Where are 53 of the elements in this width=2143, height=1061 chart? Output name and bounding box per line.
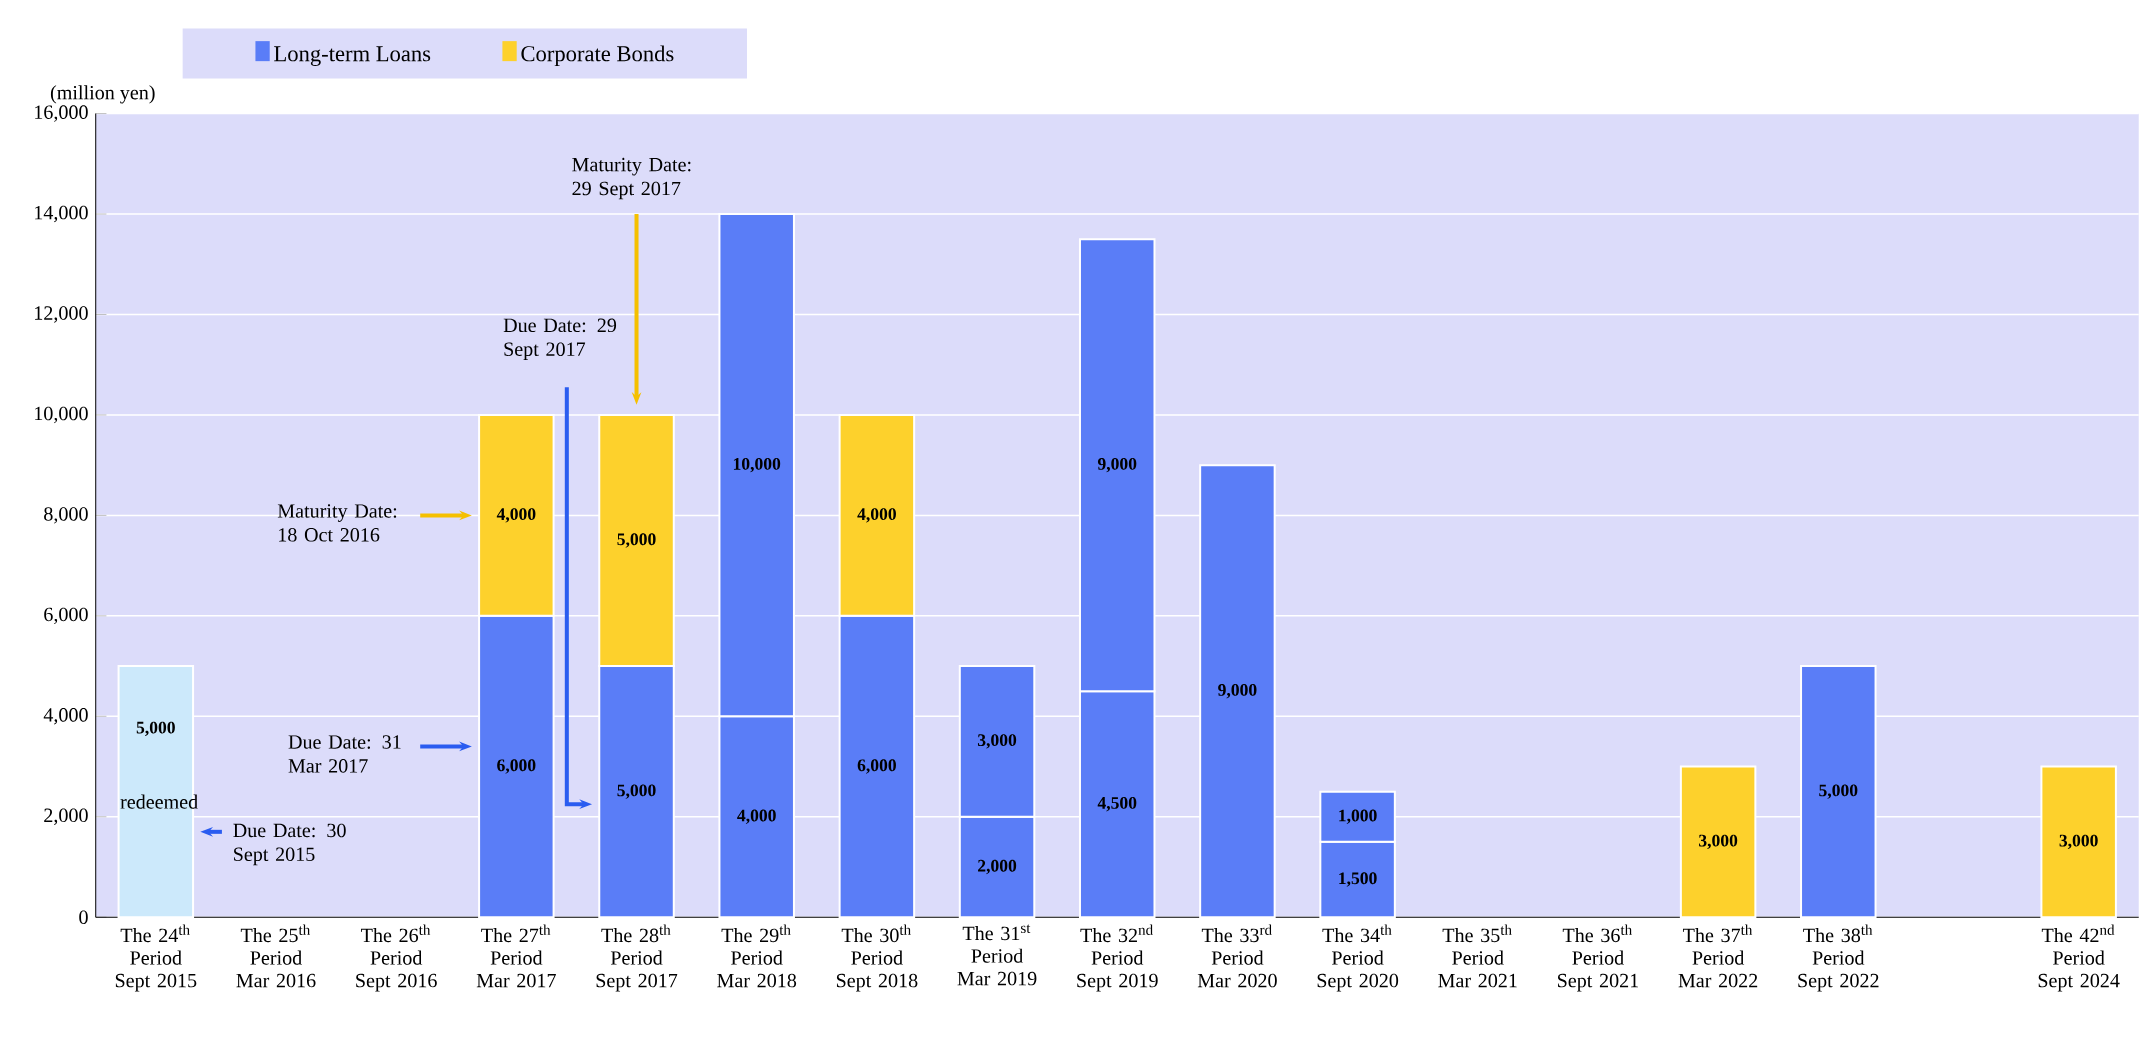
data-label: 4,000: [496, 508, 536, 523]
data-label: 4,000: [857, 508, 896, 523]
y-tick-label: 16,000: [35, 105, 88, 122]
x-tick-label: The 32$^{nd}$ Period Sept 2019: [1077, 924, 1158, 992]
y-tick-label: 6,000: [44, 607, 88, 625]
data-label: 1,000: [1339, 809, 1377, 825]
x-tick-label: The 34$^{th}$ Period Sept 2020: [1317, 924, 1399, 992]
legend-label: Long-term Loans: [274, 46, 431, 67]
data-label: 1,500: [1339, 872, 1377, 887]
x-tick-label: The 26$^{th}$ Period Sept 2016: [356, 924, 437, 992]
data-label: 5,000: [617, 784, 656, 799]
data-label: 5,000: [136, 721, 175, 737]
y-tick-label: 4,000: [43, 708, 88, 725]
y-axis-title: (million yen): [50, 85, 155, 104]
annotation: Maturity Date: 29 Sept 2017: [572, 157, 691, 200]
data-label: 9,000: [1218, 684, 1257, 699]
annotation: Maturity Date: 18 Oct 2016: [277, 504, 397, 542]
annotation: Due Date: 31 Mar 2017: [288, 735, 401, 773]
data-label: 6,000: [857, 759, 896, 774]
x-tick-label: The 36$^{th}$ Period Sept 2021: [1558, 924, 1639, 992]
data-label: 3,000: [977, 734, 1017, 749]
x-tick-label: The 28$^{th}$ Period Sept 2017: [596, 924, 678, 992]
data-label: 5,000: [617, 533, 656, 548]
y-tick-label: 2,000: [44, 808, 88, 826]
annotation: Due Date: 29 Sept 2017: [503, 318, 617, 361]
x-tick-label: The 38$^{th}$ Period Sept 2022: [1798, 924, 1879, 992]
legend-label: Corporate Bonds: [521, 45, 674, 67]
x-tick-label: The 24$^{th}$ Period Sept 2015: [115, 924, 197, 992]
y-tick-label: 10,000: [35, 406, 88, 424]
x-tick-label: The 42$^{nd}$ Period Sept 2024: [2038, 924, 2120, 992]
y-tick-label: 12,000: [35, 306, 88, 323]
data-label: 6,000: [497, 759, 536, 774]
y-tick-label: 14,000: [35, 205, 88, 223]
x-tick-label: The 29$^{th}$ Period Mar 2018: [717, 924, 797, 988]
x-tick-label: The 27$^{th}$ Period Mar 2017: [476, 924, 556, 988]
data-label: 9,000: [1097, 458, 1137, 473]
annotation: redeemed: [120, 794, 198, 809]
data-label: 3,000: [1699, 834, 1738, 850]
y-tick-label: 0: [79, 910, 88, 925]
x-tick-label: The 31$^{st}$ Period Mar 2019: [957, 924, 1037, 986]
x-tick-label: The 35$^{th}$ Period Mar 2021: [1438, 924, 1517, 988]
x-tick-label: The 25$^{th}$ Period Mar 2016: [236, 924, 316, 988]
x-tick-label: The 37$^{th}$ Period Mar 2022: [1678, 924, 1758, 988]
x-tick-label: The 33$^{rd}$ Period Mar 2020: [1197, 924, 1277, 988]
data-label: 4,000: [737, 809, 776, 825]
annotation: Due Date: 30 Sept 2015: [233, 823, 346, 866]
data-label: 3,000: [2059, 834, 2098, 850]
x-tick-label: The 30$^{th}$ Period Sept 2018: [836, 924, 918, 992]
data-label: 5,000: [1819, 784, 1858, 799]
y-tick-label: 8,000: [44, 507, 88, 524]
data-label: 2,000: [978, 859, 1017, 875]
data-label: 10,000: [733, 458, 781, 473]
data-label: 4,500: [1097, 797, 1137, 812]
